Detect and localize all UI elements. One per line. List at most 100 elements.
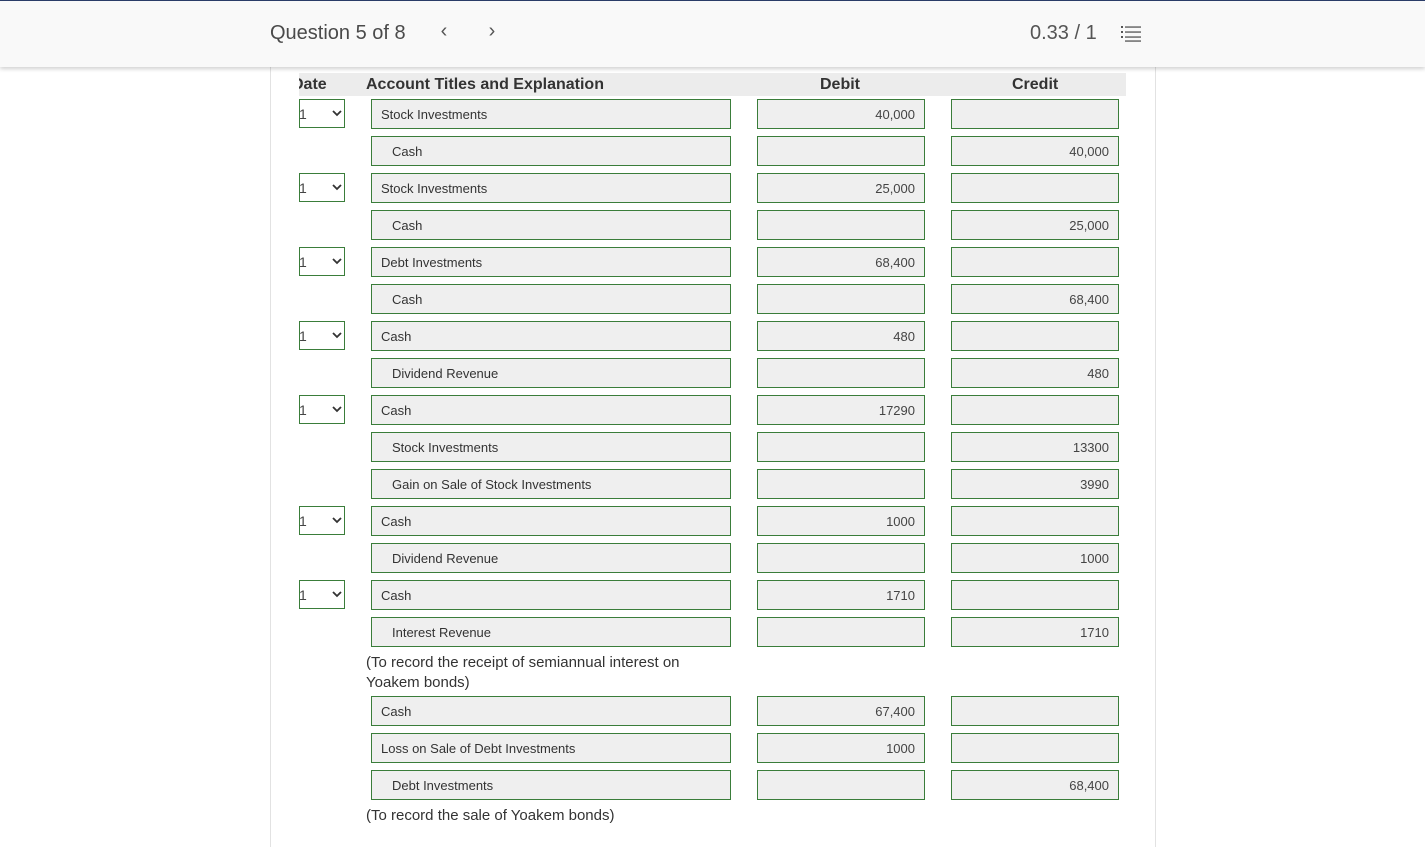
date-select-value: 1	[299, 402, 307, 418]
credit-field[interactable]	[951, 733, 1119, 763]
debit-field[interactable]: 68,400	[757, 247, 925, 277]
account-column-header: Account Titles and Explanation	[366, 76, 604, 93]
debit-field[interactable]	[757, 210, 925, 240]
chevron-down-icon	[332, 406, 342, 413]
credit-field[interactable]	[951, 696, 1119, 726]
date-select[interactable]: 1	[299, 395, 345, 424]
credit-field[interactable]: 1710	[951, 617, 1119, 647]
debit-field-value: 40,000	[875, 107, 915, 122]
account-field[interactable]: Stock Investments	[371, 432, 731, 462]
next-question-button[interactable]: ›	[488, 20, 496, 42]
credit-field[interactable]: 13300	[951, 432, 1119, 462]
credit-field[interactable]	[951, 247, 1119, 277]
date-select-value: 1	[299, 328, 307, 344]
account-field[interactable]: Cash	[371, 136, 731, 166]
debit-field[interactable]: 40,000	[757, 99, 925, 129]
debit-field[interactable]: 480	[757, 321, 925, 351]
credit-field[interactable]	[951, 99, 1119, 129]
credit-field[interactable]: 1000	[951, 543, 1119, 573]
account-field-value: Stock Investments	[392, 440, 499, 455]
account-field-value: Loss on Sale of Debt Investments	[381, 741, 576, 756]
chevron-down-icon	[332, 332, 342, 339]
account-field-value: Cash	[381, 704, 412, 719]
account-field[interactable]: Cash	[371, 506, 731, 536]
chevron-down-icon	[332, 110, 342, 117]
credit-field-value: 68,400	[1069, 292, 1109, 307]
credit-field[interactable]: 68,400	[951, 284, 1119, 314]
account-field-value: Debt Investments	[392, 778, 494, 793]
account-field[interactable]: Dividend Revenue	[371, 543, 731, 573]
account-field[interactable]: Interest Revenue	[371, 617, 731, 647]
account-field[interactable]: Cash	[371, 395, 731, 425]
account-field-value: Stock Investments	[381, 107, 488, 122]
account-field[interactable]: Stock Investments	[371, 99, 731, 129]
account-field[interactable]: Dividend Revenue	[371, 358, 731, 388]
credit-field[interactable]	[951, 506, 1119, 536]
previous-question-button[interactable]: ‹	[440, 20, 448, 42]
account-field-value: Dividend Revenue	[392, 551, 499, 566]
account-field[interactable]: Loss on Sale of Debt Investments	[371, 733, 731, 763]
debit-field-value: 1710	[886, 588, 915, 603]
score-display: 0.33 / 1	[1030, 22, 1097, 44]
credit-field[interactable]: 25,000	[951, 210, 1119, 240]
credit-field[interactable]: 480	[951, 358, 1119, 388]
chevron-down-icon	[332, 591, 342, 598]
account-field-value: Cash	[381, 588, 412, 603]
debit-field[interactable]	[757, 617, 925, 647]
debit-field[interactable]	[757, 543, 925, 573]
account-field-value: Cash	[381, 329, 412, 344]
date-select-value: 1	[299, 106, 307, 122]
question-counter: Question 5 of 8	[270, 22, 406, 44]
debit-field[interactable]: 1000	[757, 506, 925, 536]
credit-field-value: 40,000	[1069, 144, 1109, 159]
credit-field[interactable]	[951, 173, 1119, 203]
credit-field[interactable]	[951, 395, 1119, 425]
question-list-icon[interactable]	[1121, 25, 1143, 43]
account-field[interactable]: Cash	[371, 321, 731, 351]
top-accent-line	[0, 0, 1425, 1]
date-select-value: 1	[299, 587, 307, 603]
date-select[interactable]: 1	[299, 173, 345, 202]
account-field[interactable]: Gain on Sale of Stock Investments	[371, 469, 731, 499]
date-select[interactable]: 1	[299, 99, 345, 128]
date-select[interactable]: 1	[299, 247, 345, 276]
debit-field-value: 480	[893, 329, 915, 344]
account-field[interactable]: Stock Investments	[371, 173, 731, 203]
date-select[interactable]: 1	[299, 321, 345, 350]
debit-field[interactable]	[757, 136, 925, 166]
account-field[interactable]: Debt Investments	[371, 247, 731, 277]
journal-entry-panel	[270, 67, 1156, 847]
debit-field[interactable]: 25,000	[757, 173, 925, 203]
credit-field[interactable]: 40,000	[951, 136, 1119, 166]
debit-field[interactable]	[757, 358, 925, 388]
debit-field[interactable]: 67,400	[757, 696, 925, 726]
account-field[interactable]: Cash	[371, 580, 731, 610]
date-column-header-clip: Date	[299, 70, 339, 100]
account-field-value: Cash	[381, 514, 412, 529]
date-select-value: 1	[299, 254, 307, 270]
account-field[interactable]: Debt Investments	[371, 770, 731, 800]
account-field[interactable]: Cash	[371, 210, 731, 240]
account-field-value: Cash	[392, 218, 423, 233]
account-field[interactable]: Cash	[371, 696, 731, 726]
debit-field[interactable]	[757, 770, 925, 800]
debit-field[interactable]	[757, 432, 925, 462]
debit-field[interactable]	[757, 284, 925, 314]
date-select[interactable]: 1	[299, 506, 345, 535]
credit-field[interactable]	[951, 580, 1119, 610]
debit-field-value: 1000	[886, 741, 915, 756]
debit-field[interactable]: 1710	[757, 580, 925, 610]
credit-field[interactable]: 3990	[951, 469, 1119, 499]
debit-column-header: Debit	[820, 76, 860, 93]
debit-field[interactable]: 17290	[757, 395, 925, 425]
debit-field[interactable]	[757, 469, 925, 499]
account-field[interactable]: Cash	[371, 284, 731, 314]
credit-field[interactable]: 68,400	[951, 770, 1119, 800]
date-select[interactable]: 1	[299, 580, 345, 609]
chevron-down-icon	[332, 258, 342, 265]
debit-field[interactable]: 1000	[757, 733, 925, 763]
credit-field[interactable]	[951, 321, 1119, 351]
credit-field-value: 25,000	[1069, 218, 1109, 233]
date-select-value: 1	[299, 513, 307, 529]
credit-field-value: 480	[1087, 366, 1109, 381]
